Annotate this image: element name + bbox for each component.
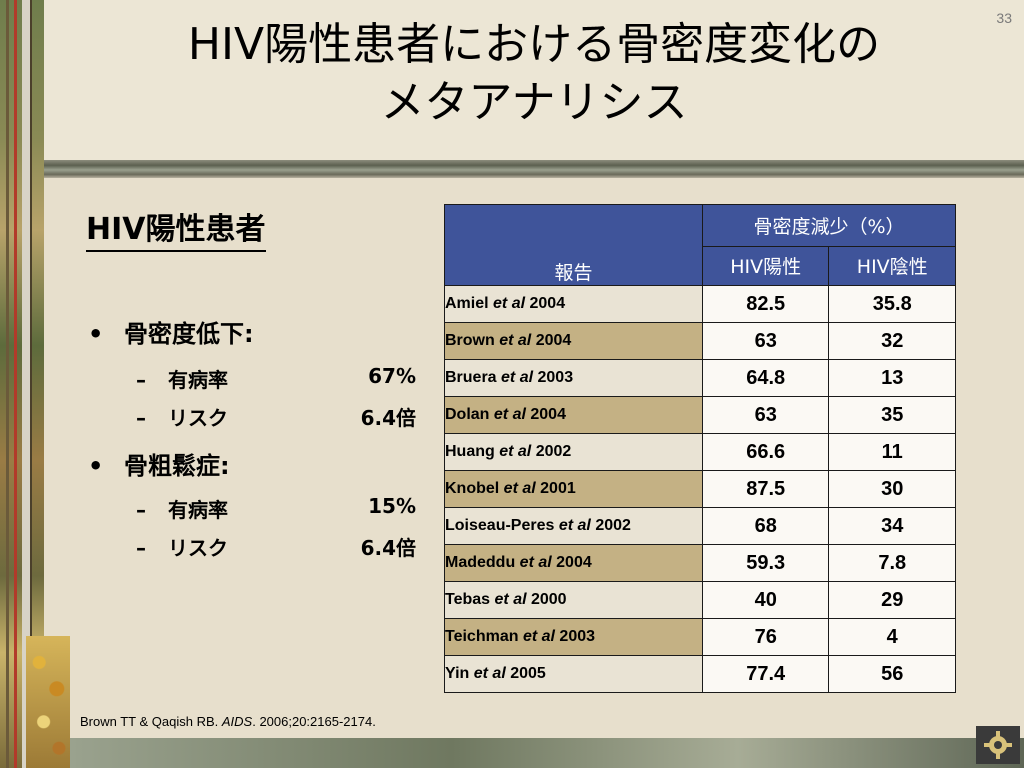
- section-subtitle: HIV陽性患者: [86, 212, 266, 252]
- bone-density-table: 報告 骨密度減少（%） HIV陽性 HIV陰性 Amiel et al 2004…: [444, 204, 957, 693]
- table-row: Teichman et al 2003 76 4: [444, 618, 956, 656]
- decorative-divider: [44, 160, 1024, 178]
- hiv-positive-value: 40: [701, 581, 830, 619]
- hiv-negative-value: 34: [828, 507, 956, 545]
- sub-item-prevalence-2: – 有病率 15%: [136, 494, 416, 522]
- table-row: Brown et al 2004 63 32: [444, 322, 956, 360]
- table-row: Bruera et al 2003 64.8 13: [444, 359, 956, 397]
- bullet-osteoporosis: • 骨粗鬆症:: [88, 452, 230, 480]
- bullet-dot: •: [88, 452, 104, 480]
- gear-icon-svg: [984, 731, 1012, 759]
- hiv-negative-value: 29: [828, 581, 956, 619]
- title-area: 33 HIV陽性患者における骨密度変化の メタアナリシス: [44, 0, 1024, 160]
- study-cell: Knobel et al 2001: [444, 470, 703, 508]
- study-cell: Teichman et al 2003: [444, 618, 703, 656]
- title-line-2: メタアナリシス: [380, 77, 688, 128]
- hiv-positive-value: 59.3: [701, 544, 830, 582]
- table-row: Dolan et al 2004 63 35: [444, 396, 956, 434]
- hiv-negative-value: 11: [828, 433, 956, 471]
- hiv-negative-value: 30: [828, 470, 956, 508]
- study-cell: Brown et al 2004: [444, 322, 703, 360]
- hiv-negative-value: 35.8: [828, 285, 956, 323]
- hiv-negative-value: 32: [828, 322, 956, 360]
- hiv-positive-value: 82.5: [701, 285, 830, 323]
- study-cell: Huang et al 2002: [444, 433, 703, 471]
- hiv-negative-value: 4: [828, 618, 956, 656]
- table-row: Loiseau-Peres et al 2002 68 34: [444, 507, 956, 545]
- sub-item-prevalence-1: – 有病率 67%: [136, 364, 416, 392]
- hiv-positive-value: 76: [701, 618, 830, 656]
- hiv-positive-value: 66.6: [701, 433, 830, 471]
- table-row: Amiel et al 2004 82.5 35.8: [444, 285, 956, 323]
- header-hiv-negative: HIV陰性: [828, 245, 956, 286]
- hiv-positive-value: 63: [701, 322, 830, 360]
- study-cell: Dolan et al 2004: [444, 396, 703, 434]
- study-cell: Bruera et al 2003: [444, 359, 703, 397]
- hiv-positive-value: 68: [701, 507, 830, 545]
- decorative-leaves: [26, 636, 70, 768]
- sub-item-risk-2: – リスク 6.4倍: [136, 532, 416, 561]
- header-report: 報告: [444, 204, 703, 286]
- study-cell: Amiel et al 2004: [444, 285, 703, 323]
- study-cell: Madeddu et al 2004: [444, 544, 703, 582]
- decorative-bottom-strip: [70, 738, 1024, 768]
- sub-item-risk-1: – リスク 6.4倍: [136, 402, 416, 431]
- hiv-negative-value: 56: [828, 655, 956, 693]
- study-cell: Loiseau-Peres et al 2002: [444, 507, 703, 545]
- header-hiv-positive: HIV陽性: [701, 245, 830, 286]
- hiv-positive-value: 87.5: [701, 470, 830, 508]
- title-line-1: HIV陽性患者における骨密度変化の: [187, 19, 881, 70]
- hiv-negative-value: 35: [828, 396, 956, 434]
- study-cell: Tebas et al 2000: [444, 581, 703, 619]
- content-panel: HIV陽性患者 • 骨密度低下: – 有病率 67% – リスク 6.4倍 • 骨粗鬆症…: [70, 178, 1024, 738]
- gear-icon[interactable]: [976, 726, 1020, 764]
- bullet-dot: •: [88, 320, 104, 348]
- sub-item-value: 6.4倍: [360, 536, 416, 560]
- table-body: Amiel et al 2004 82.5 35.8 Brown et al 2004…: [444, 285, 956, 693]
- table-row: Yin et al 2005 77.4 56: [444, 655, 956, 693]
- citation-journal: AIDS: [221, 714, 253, 729]
- sub-item-value: 6.4倍: [360, 406, 416, 430]
- bullet-bone-density-loss: • 骨密度低下:: [88, 320, 254, 348]
- sub-item-value: 15%: [368, 494, 416, 518]
- study-cell: Yin et al 2005: [444, 655, 703, 693]
- header-bmd-loss: 骨密度減少（%）: [701, 204, 957, 247]
- table-row: Madeddu et al 2004 59.3 7.8: [444, 544, 956, 582]
- hiv-negative-value: 7.8: [828, 544, 956, 582]
- page-number: 33: [996, 10, 1012, 26]
- hiv-positive-value: 63: [701, 396, 830, 434]
- table-row: Knobel et al 2001 87.5 30: [444, 470, 956, 508]
- hiv-negative-value: 13: [828, 359, 956, 397]
- table-row: Tebas et al 2000 40 29: [444, 581, 956, 619]
- hiv-positive-value: 64.8: [701, 359, 830, 397]
- slide-title: HIV陽性患者における骨密度変化の メタアナリシス: [64, 16, 1004, 132]
- hiv-positive-value: 77.4: [701, 655, 830, 693]
- sub-item-value: 67%: [368, 364, 416, 388]
- citation: Brown TT & Qaqish RB. AIDS. 2006;20:2165…: [80, 714, 376, 729]
- table-row: Huang et al 2002 66.6 11: [444, 433, 956, 471]
